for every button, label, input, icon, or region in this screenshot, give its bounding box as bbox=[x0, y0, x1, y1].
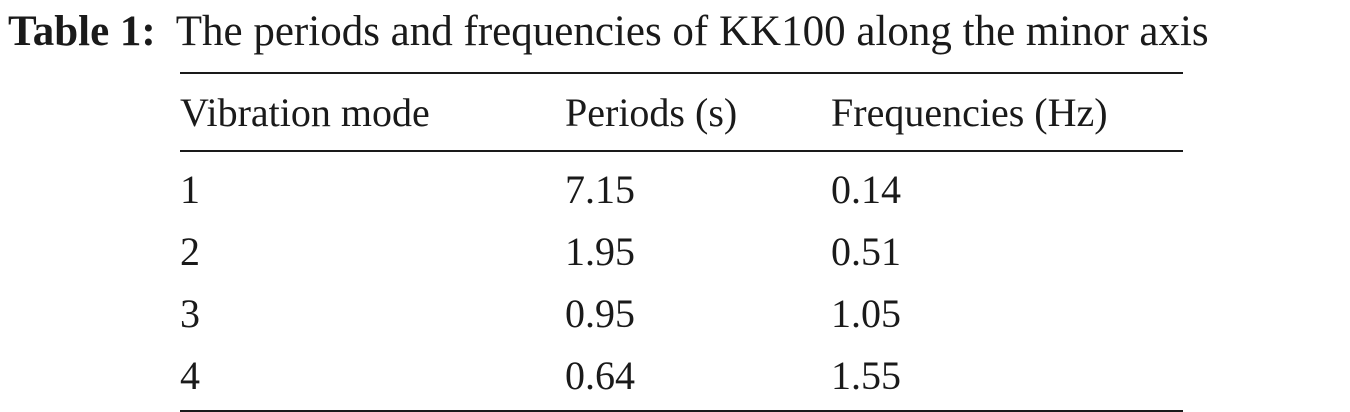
data-table: Vibration mode Periods (s) Frequencies (… bbox=[180, 72, 1183, 412]
header-row: Vibration mode Periods (s) Frequencies (… bbox=[180, 73, 1183, 151]
cell-period: 1.95 bbox=[565, 228, 635, 274]
cell-frequency: 0.14 bbox=[831, 166, 901, 212]
cell-period: 7.15 bbox=[565, 166, 635, 212]
caption-text: The periods and frequencies of KK100 alo… bbox=[175, 8, 1209, 55]
cell-mode: 4 bbox=[180, 352, 200, 398]
cell-frequency: 1.05 bbox=[831, 290, 901, 336]
cell-mode: 1 bbox=[180, 166, 200, 212]
cell-frequency: 1.55 bbox=[831, 352, 901, 398]
header-frequencies: Frequencies (Hz) bbox=[831, 89, 1108, 135]
table-container: Vibration mode Periods (s) Frequencies (… bbox=[180, 72, 1183, 412]
caption-label: Table 1: bbox=[8, 8, 156, 55]
table-row: 3 0.95 1.05 bbox=[180, 282, 1183, 344]
table-row: 4 0.64 1.55 bbox=[180, 344, 1183, 411]
cell-period: 0.64 bbox=[565, 352, 635, 398]
cell-period: 0.95 bbox=[565, 290, 635, 336]
table-caption: Table 1: The periods and frequencies of K… bbox=[8, 6, 1209, 58]
table-row: 1 7.15 0.14 bbox=[180, 151, 1183, 220]
cell-mode: 3 bbox=[180, 290, 200, 336]
header-vibration-mode: Vibration mode bbox=[180, 89, 430, 135]
cell-frequency: 0.51 bbox=[831, 228, 901, 274]
cell-mode: 2 bbox=[180, 228, 200, 274]
header-periods: Periods (s) bbox=[565, 89, 738, 135]
table-row: 2 1.95 0.51 bbox=[180, 220, 1183, 282]
